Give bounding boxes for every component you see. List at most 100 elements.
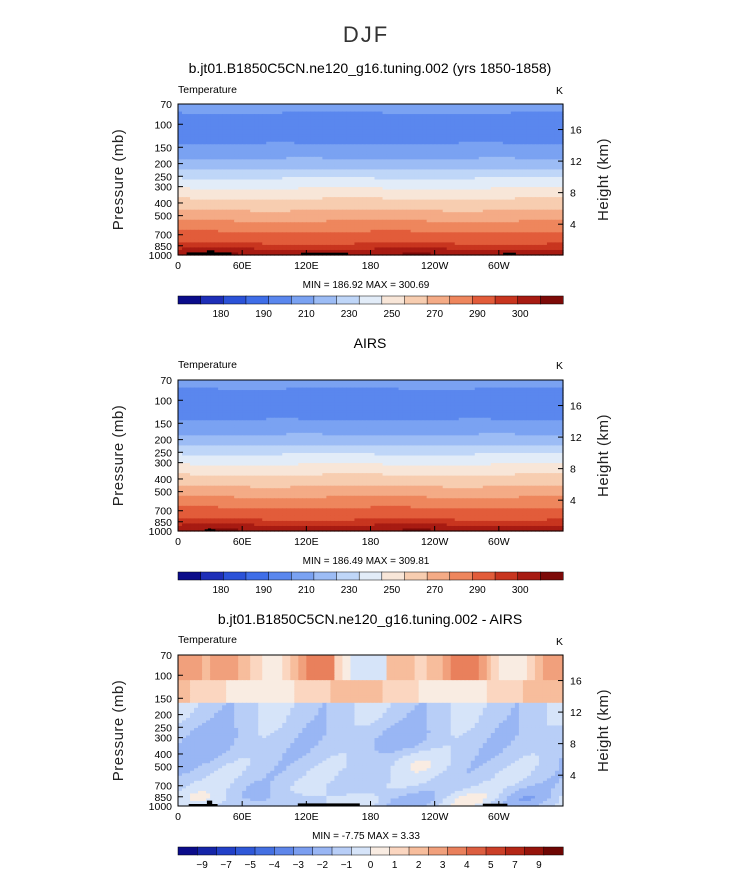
contour-cell bbox=[278, 149, 283, 153]
contour-cell bbox=[266, 129, 271, 133]
contour-cell bbox=[242, 194, 247, 198]
contour-cell bbox=[290, 111, 295, 115]
contour-cell bbox=[442, 141, 448, 145]
contour-cell bbox=[442, 171, 448, 176]
contour-cell bbox=[338, 136, 344, 140]
contour-cell bbox=[450, 199, 456, 203]
contour-cell bbox=[466, 166, 472, 171]
contour-cell bbox=[410, 207, 416, 211]
contour-cell bbox=[350, 126, 356, 130]
contour-cell bbox=[394, 116, 400, 120]
contour-cell bbox=[314, 134, 319, 138]
contour-cell bbox=[194, 187, 199, 191]
contour-cell bbox=[342, 124, 348, 128]
contour-cell bbox=[546, 179, 552, 183]
contour-cell bbox=[350, 159, 356, 163]
contour-cell bbox=[294, 139, 299, 143]
contour-cell bbox=[254, 109, 259, 113]
contour-cell bbox=[506, 104, 512, 108]
contour-cell bbox=[286, 116, 291, 120]
contour-cell bbox=[238, 106, 243, 110]
contour-cell bbox=[322, 171, 327, 176]
contour-cell bbox=[466, 212, 472, 216]
contour-cell bbox=[278, 126, 283, 130]
contour-cell bbox=[390, 164, 396, 168]
contour-cell bbox=[550, 124, 556, 128]
contour-cell bbox=[298, 179, 303, 183]
contour-cell bbox=[310, 151, 315, 155]
contour-cell bbox=[462, 124, 468, 128]
contour-cell bbox=[410, 179, 416, 183]
contour-cell bbox=[386, 111, 392, 115]
contour-cell bbox=[426, 156, 432, 160]
contour-cell bbox=[198, 194, 203, 198]
contour-cell bbox=[466, 114, 472, 118]
contour-cell bbox=[546, 121, 552, 125]
contour-cell bbox=[422, 144, 428, 148]
contour-cell bbox=[306, 136, 311, 140]
contour-cell bbox=[386, 134, 392, 138]
contour-cell bbox=[242, 141, 247, 145]
contour-cell bbox=[234, 116, 239, 120]
contour-cell bbox=[294, 136, 299, 140]
contour-cell bbox=[330, 164, 336, 168]
contour-cell bbox=[286, 109, 291, 113]
contour-cell bbox=[338, 141, 344, 145]
contour-cell bbox=[214, 119, 219, 123]
contour-cell bbox=[526, 151, 532, 155]
contour-cell bbox=[530, 161, 536, 165]
contour-cell bbox=[426, 199, 432, 203]
contour-cell bbox=[446, 131, 452, 135]
contour-cell bbox=[318, 144, 323, 148]
contour-cell bbox=[494, 189, 500, 193]
contour-cell bbox=[422, 111, 428, 115]
contour-cell bbox=[558, 169, 564, 173]
contour-cell bbox=[398, 212, 404, 216]
contour-cell bbox=[378, 136, 384, 140]
contour-cell bbox=[450, 144, 456, 148]
contour-cell bbox=[386, 106, 392, 110]
contour-cell bbox=[294, 179, 299, 183]
contour-cell bbox=[422, 171, 428, 176]
contour-cell bbox=[390, 104, 396, 108]
contour-cell bbox=[258, 194, 263, 198]
contour-cell bbox=[330, 207, 336, 211]
contour-cell bbox=[526, 141, 532, 145]
contour-cell bbox=[414, 164, 420, 168]
contour-cell bbox=[314, 182, 319, 186]
contour-cell bbox=[190, 121, 195, 125]
contour-cell bbox=[186, 154, 191, 158]
contour-cell bbox=[218, 114, 223, 118]
contour-cell bbox=[318, 134, 323, 138]
contour-cell bbox=[490, 129, 496, 133]
contour-cell bbox=[514, 114, 520, 118]
contour-cell bbox=[490, 111, 496, 115]
contour-cell bbox=[186, 166, 191, 171]
contour-cell bbox=[426, 116, 432, 120]
contour-cell bbox=[270, 151, 275, 155]
contour-cell bbox=[394, 212, 400, 216]
contour-cell bbox=[334, 146, 340, 150]
contour-cell bbox=[342, 109, 348, 113]
contour-cell bbox=[254, 144, 259, 148]
contour-cell bbox=[254, 129, 259, 133]
contour-cell bbox=[510, 171, 516, 176]
contour-cell bbox=[518, 124, 524, 128]
contour-cell bbox=[478, 131, 484, 135]
contour-cell bbox=[318, 149, 323, 153]
contour-cell bbox=[394, 144, 400, 148]
contour-cell bbox=[414, 171, 420, 176]
contour-cell bbox=[550, 199, 556, 203]
contour-cell bbox=[322, 159, 327, 163]
contour-cell bbox=[538, 119, 544, 123]
contour-cell bbox=[238, 146, 243, 150]
contour-cell bbox=[286, 129, 291, 133]
contour-cell bbox=[218, 136, 223, 140]
contour-cell bbox=[454, 176, 460, 181]
contour-cell bbox=[298, 187, 303, 191]
contour-cell bbox=[530, 192, 536, 196]
contour-cell bbox=[266, 169, 271, 173]
contour-cell bbox=[282, 121, 287, 125]
contour-cell bbox=[222, 182, 227, 186]
contour-cell bbox=[330, 146, 336, 150]
